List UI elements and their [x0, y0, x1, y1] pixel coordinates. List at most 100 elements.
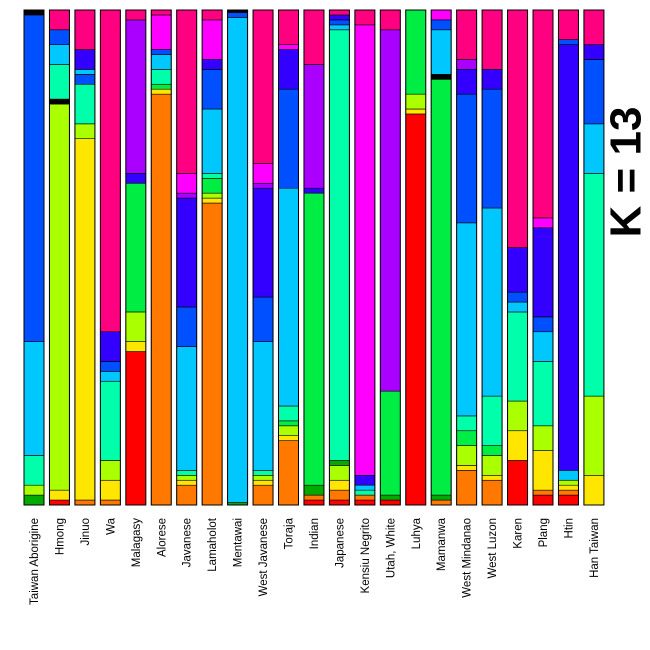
category-label: Mentawai — [233, 518, 245, 567]
bar-segment — [23, 455, 45, 486]
category-label: Japanese — [334, 518, 346, 568]
bar-outline — [481, 9, 503, 506]
bar-segment — [456, 430, 477, 446]
bar-outline — [303, 9, 325, 506]
bar-segment — [583, 9, 605, 45]
bar-segment — [456, 222, 477, 417]
category-label: Alorese — [156, 518, 168, 557]
bar-segment — [558, 470, 579, 481]
bar-segment — [74, 499, 96, 506]
bar-segment — [176, 192, 197, 199]
bar-segment — [379, 499, 401, 506]
bar-segment — [74, 69, 96, 75]
category-label: Plang — [538, 518, 550, 547]
bar-segment — [329, 19, 350, 26]
bar-segment — [74, 83, 96, 125]
bar-segment — [252, 182, 274, 189]
bar-segment — [329, 460, 350, 466]
bar-segment — [74, 74, 96, 85]
category-label: Wa — [105, 517, 117, 534]
bar-segment — [23, 9, 45, 16]
bar-segment — [278, 9, 299, 45]
bar-segment — [49, 64, 70, 100]
bar-segment — [329, 29, 350, 461]
bar-segment — [430, 19, 452, 31]
bar-segment — [201, 192, 223, 199]
bar-segment — [252, 470, 274, 476]
bar-segment — [583, 395, 605, 476]
category-label: West Luzon — [487, 518, 499, 579]
category-label: Luhya — [411, 517, 423, 549]
bar-segment — [379, 9, 401, 31]
bar-segment — [49, 489, 70, 501]
bar-segment — [150, 69, 172, 85]
bar-segment — [354, 484, 376, 491]
bar-outline — [252, 9, 274, 506]
bar-segment — [481, 455, 503, 476]
bar-segment — [176, 484, 197, 506]
bar-segment — [456, 445, 477, 466]
bar-segment — [303, 484, 325, 496]
bar-segment — [558, 39, 579, 45]
bar-segment — [405, 93, 427, 110]
bar-segment — [329, 24, 350, 31]
bar-segment — [201, 202, 223, 506]
chart-title: K = 13 — [601, 106, 650, 238]
bar-segment — [405, 113, 427, 506]
bar-segment — [456, 465, 477, 471]
bar-segment — [201, 9, 223, 21]
bar-segment — [201, 197, 223, 204]
bar-segment — [49, 499, 70, 506]
bar-segment — [507, 247, 528, 293]
bar-segment — [278, 435, 299, 441]
k-label-container: K = 13 — [601, 12, 650, 332]
bar-segment — [507, 430, 528, 461]
bar-segment — [176, 479, 197, 486]
bar-segment — [456, 93, 477, 224]
bar-outline — [74, 9, 96, 506]
bar-segment — [532, 316, 554, 333]
bar-segment — [481, 395, 503, 446]
bar-outline — [201, 9, 223, 506]
bar-segment — [456, 59, 477, 70]
bar-segment — [74, 9, 96, 50]
category-label: Han Taiwan — [589, 518, 601, 578]
bar-segment — [100, 361, 121, 372]
bar-segment — [252, 479, 274, 486]
bar-segment — [201, 19, 223, 60]
bar-segment — [278, 49, 299, 90]
category-label: Hmong — [54, 518, 66, 555]
bar-segment — [379, 494, 401, 501]
bar-segment — [176, 346, 197, 471]
bar-segment — [252, 341, 274, 471]
bar-segment — [430, 499, 452, 506]
bar-segment — [379, 29, 401, 392]
bar-segment — [150, 49, 172, 55]
bar-segment — [176, 9, 197, 174]
bar-segment — [125, 311, 147, 342]
bar-segment — [532, 450, 554, 491]
bar-segment — [583, 44, 605, 60]
bar-segment — [252, 474, 274, 481]
bar-outline — [23, 9, 45, 506]
bar-segment — [150, 83, 172, 90]
bar-segment — [532, 494, 554, 506]
bar-segment — [430, 494, 452, 501]
bar-segment — [150, 14, 172, 50]
bar-segment — [354, 24, 376, 476]
bar-segment — [303, 192, 325, 486]
bar-segment — [558, 484, 579, 491]
bar-segment — [125, 19, 147, 174]
bar-segment — [532, 227, 554, 318]
bar-segment — [354, 9, 376, 26]
bar-segment — [49, 29, 70, 45]
bar-group — [23, 9, 605, 506]
bar-outline — [227, 9, 249, 506]
bar-outline — [430, 9, 452, 506]
bar-segment — [532, 361, 554, 427]
bar-segment — [176, 173, 197, 194]
bar-segment — [507, 291, 528, 303]
bar-segment — [176, 470, 197, 476]
category-label: Lamaholot — [207, 517, 219, 572]
